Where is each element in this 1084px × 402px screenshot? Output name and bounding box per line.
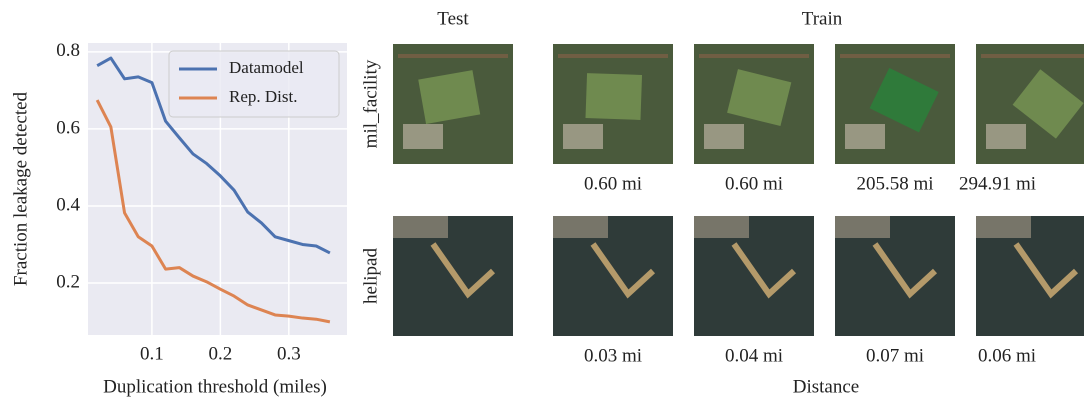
image-thumbnail [835,216,955,336]
image-thumbnail [694,216,814,336]
image-field [1012,69,1084,139]
image-thumbnail [694,44,814,164]
image-field [585,73,643,120]
distance-label: 0.06 mi [978,345,1036,366]
image-thumbnail [553,216,673,336]
image-thumbnail [976,216,1084,336]
image-field [869,67,939,133]
image-road [840,54,950,58]
train-header: Train [802,8,843,29]
image-thumbnail [393,44,513,164]
distance-label: 0.07 mi [866,345,924,366]
x-tick-label: 0.1 [140,343,164,364]
image-field [418,70,481,124]
line-series [95,99,331,324]
image-building [403,124,443,149]
test-header: Test [437,8,469,29]
distance-label: 0.03 mi [584,345,642,366]
distance-label: 205.58 mi [856,173,933,194]
distance-label: 0.04 mi [725,345,783,366]
image-thumbnail [393,216,513,336]
image-building [704,124,744,149]
y-tick-label: 0.6 [56,117,80,138]
distance-label: 0.60 mi [725,173,783,194]
x-axis-label: Duplication threshold (miles) [103,376,327,397]
image-road [981,54,1084,58]
image-building [845,124,885,149]
image-pier [872,242,938,299]
image-shore [835,216,890,238]
legend-label: Datamodel [229,58,304,77]
image-pier [1013,242,1079,299]
x-tick-label: 0.2 [208,343,232,364]
image-building [986,124,1026,149]
image-pier [590,242,656,299]
image-field [727,69,792,127]
image-shore [976,216,1031,238]
legend-label: Rep. Dist. [229,87,297,106]
image-pier [430,242,496,299]
distance-label: 0.60 mi [584,173,642,194]
y-tick-label: 0.4 [56,194,80,215]
image-shore [393,216,448,238]
image-thumbnail [835,44,955,164]
distance-label: 294.91 mi [959,173,1036,194]
y-axis-label: Fraction leakage detected [10,91,31,286]
row-label: mil_facility [360,59,381,148]
y-tick-label: 0.2 [56,271,80,292]
image-thumbnail [976,44,1084,164]
image-shore [553,216,608,238]
image-thumbnail [553,44,673,164]
y-tick-label: 0.8 [56,40,80,61]
line-series [96,56,331,255]
row-label: helipad [360,248,381,304]
image-road [398,54,508,58]
image-road [699,54,809,58]
x-tick-label: 0.3 [277,343,301,364]
grid-x-label: Distance [793,376,859,397]
image-shore [694,216,749,238]
image-road [558,54,668,58]
image-pier [731,242,797,299]
image-building [563,124,603,149]
